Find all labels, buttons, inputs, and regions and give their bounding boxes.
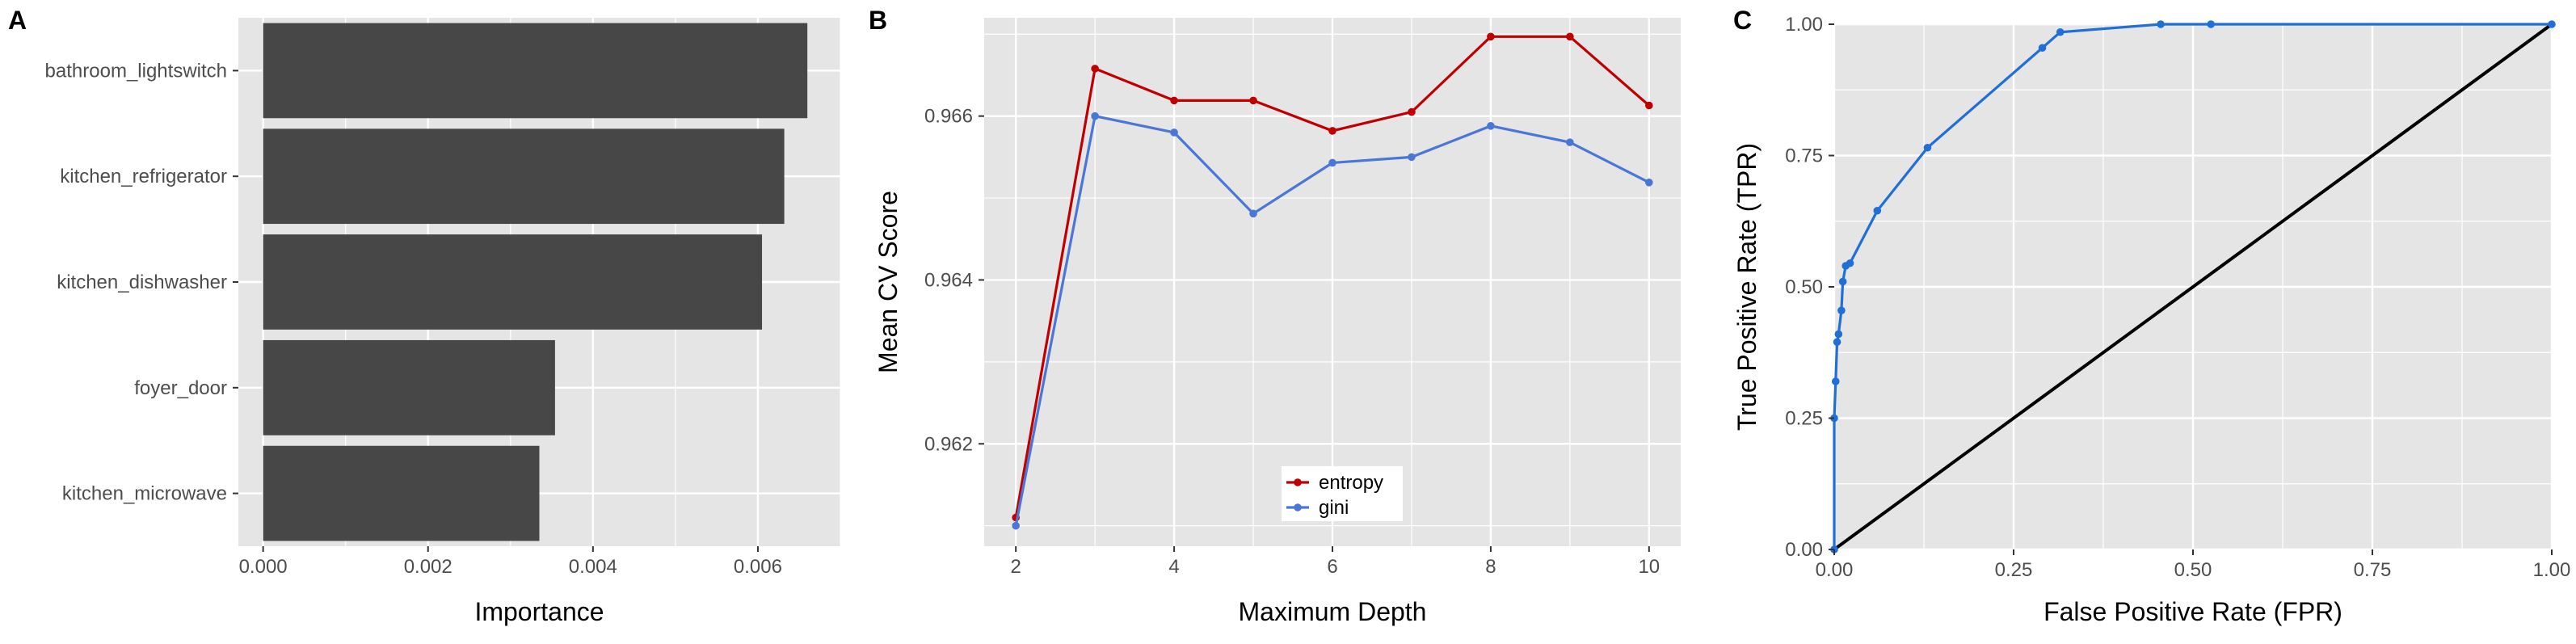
legend-background bbox=[1282, 466, 1403, 521]
panel-a-x-tick-label: 0.004 bbox=[569, 556, 617, 578]
panel-b-x-tick-label: 8 bbox=[1485, 556, 1496, 578]
point-gini-7 bbox=[1408, 153, 1416, 162]
panel-c-y-tick-label: 0.00 bbox=[1785, 539, 1823, 561]
panel-c-y-tick-label: 1.00 bbox=[1785, 14, 1823, 36]
panel-c-x-axis-title: False Positive Rate (FPR) bbox=[2044, 597, 2342, 626]
panel-c-x-tick-label: 0.50 bbox=[2174, 559, 2212, 581]
panel-c-x-tick-label: 0.00 bbox=[1816, 559, 1854, 581]
roc-point bbox=[1837, 306, 1846, 315]
panel-c-y-tick-label: 0.75 bbox=[1785, 145, 1823, 167]
point-entropy-5 bbox=[1249, 96, 1257, 105]
point-gini-2 bbox=[1012, 521, 1020, 530]
panel-b-x-tick-label: 10 bbox=[1638, 556, 1660, 578]
panel-a-x-tick-label: 0.002 bbox=[404, 556, 452, 578]
panel-a-importance-chart: bathroom_lightswitch kitchen_refrigerator… bbox=[45, 18, 841, 626]
legend-label-gini: gini bbox=[1319, 497, 1349, 519]
bar-kitchen_refrigerator bbox=[263, 128, 785, 225]
point-entropy-9 bbox=[1566, 32, 1574, 41]
roc-point bbox=[2207, 20, 2215, 28]
roc-point bbox=[1873, 206, 1882, 215]
bar-kitchen_microwave bbox=[263, 445, 540, 541]
legend-key-point-gini bbox=[1294, 503, 1302, 511]
roc-point bbox=[2056, 27, 2065, 36]
panel-b-x-tick-label: 6 bbox=[1327, 556, 1337, 578]
panel-b-x-tick-label: 4 bbox=[1168, 556, 1179, 578]
roc-point bbox=[1846, 259, 1854, 267]
point-gini-4 bbox=[1170, 128, 1178, 137]
point-gini-8 bbox=[1487, 122, 1495, 130]
panel-b-y-tick-label: 0.964 bbox=[924, 269, 973, 291]
panel-b-y-axis-title: Mean CV Score bbox=[873, 191, 903, 373]
panel-label-a: A bbox=[8, 6, 27, 35]
point-gini-6 bbox=[1328, 158, 1336, 167]
bar-foyer_door bbox=[263, 339, 555, 436]
panel-b-y-tick-label: 0.962 bbox=[924, 433, 973, 455]
y-tick-label-kitchen_dishwasher: kitchen_dishwasher bbox=[57, 271, 227, 293]
panel-c-y-tick-label: 0.25 bbox=[1785, 408, 1823, 430]
panel-a-x-axis-title: Importance bbox=[474, 597, 604, 626]
panel-c-roc-chart: 0.00 0.25 0.50 0.75 1.00 0.00 0.25 0.50 0.75 1.00… bbox=[1732, 14, 2570, 626]
point-entropy-8 bbox=[1487, 32, 1495, 41]
y-tick-label-foyer_door: foyer_door bbox=[134, 377, 227, 399]
bar-bathroom_lightswitch bbox=[263, 23, 808, 119]
panel-label-c: C bbox=[1733, 6, 1752, 35]
roc-point bbox=[1834, 330, 1843, 339]
point-gini-3 bbox=[1091, 112, 1099, 120]
legend-key-point-entropy bbox=[1294, 478, 1302, 486]
panel-a-x-tick-label: 0.000 bbox=[239, 556, 288, 578]
y-tick-label-bathroom_lightswitch: bathroom_lightswitch bbox=[45, 60, 227, 82]
roc-point bbox=[1833, 338, 1842, 347]
legend-label-entropy: entropy bbox=[1319, 472, 1383, 494]
point-gini-9 bbox=[1566, 138, 1574, 146]
roc-point bbox=[1838, 277, 1847, 286]
point-entropy-10 bbox=[1645, 101, 1653, 110]
panel-b-y-tick-label: 0.966 bbox=[924, 106, 973, 128]
point-gini-10 bbox=[1645, 179, 1653, 187]
panel-c-x-tick-label: 1.00 bbox=[2533, 559, 2571, 581]
roc-point bbox=[1831, 377, 1840, 385]
panel-b-x-tick-label: 2 bbox=[1011, 556, 1021, 578]
point-gini-5 bbox=[1249, 209, 1257, 218]
panel-b-cv-score-chart: 2 4 6 8 10 0.962 0.964 0.966 Maximum Depth Mean C… bbox=[873, 18, 1681, 626]
point-entropy-6 bbox=[1328, 127, 1336, 135]
bar-kitchen_dishwasher bbox=[263, 234, 763, 330]
panel-c-x-tick-label: 0.25 bbox=[1995, 559, 2033, 581]
panel-c-y-axis-title: True Positive Rate (TPR) bbox=[1732, 143, 1762, 431]
roc-point bbox=[2157, 20, 2165, 28]
roc-point bbox=[2548, 20, 2556, 28]
y-tick-label-kitchen_refrigerator: kitchen_refrigerator bbox=[60, 166, 227, 187]
panel-label-b: B bbox=[869, 6, 887, 35]
point-entropy-3 bbox=[1091, 65, 1099, 73]
panel-a-x-tick-label: 0.006 bbox=[734, 556, 782, 578]
diagonal-reference-line bbox=[1833, 23, 2553, 551]
panel-b-x-axis-title: Maximum Depth bbox=[1239, 597, 1427, 626]
point-entropy-7 bbox=[1408, 107, 1416, 116]
roc-point bbox=[1923, 143, 1932, 152]
point-entropy-4 bbox=[1170, 96, 1178, 105]
panel-c-x-tick-label: 0.75 bbox=[2354, 559, 2392, 581]
y-tick-label-kitchen_microwave: kitchen_microwave bbox=[62, 483, 227, 505]
roc-point bbox=[2038, 44, 2047, 53]
panel-c-y-tick-label: 0.50 bbox=[1785, 276, 1823, 298]
